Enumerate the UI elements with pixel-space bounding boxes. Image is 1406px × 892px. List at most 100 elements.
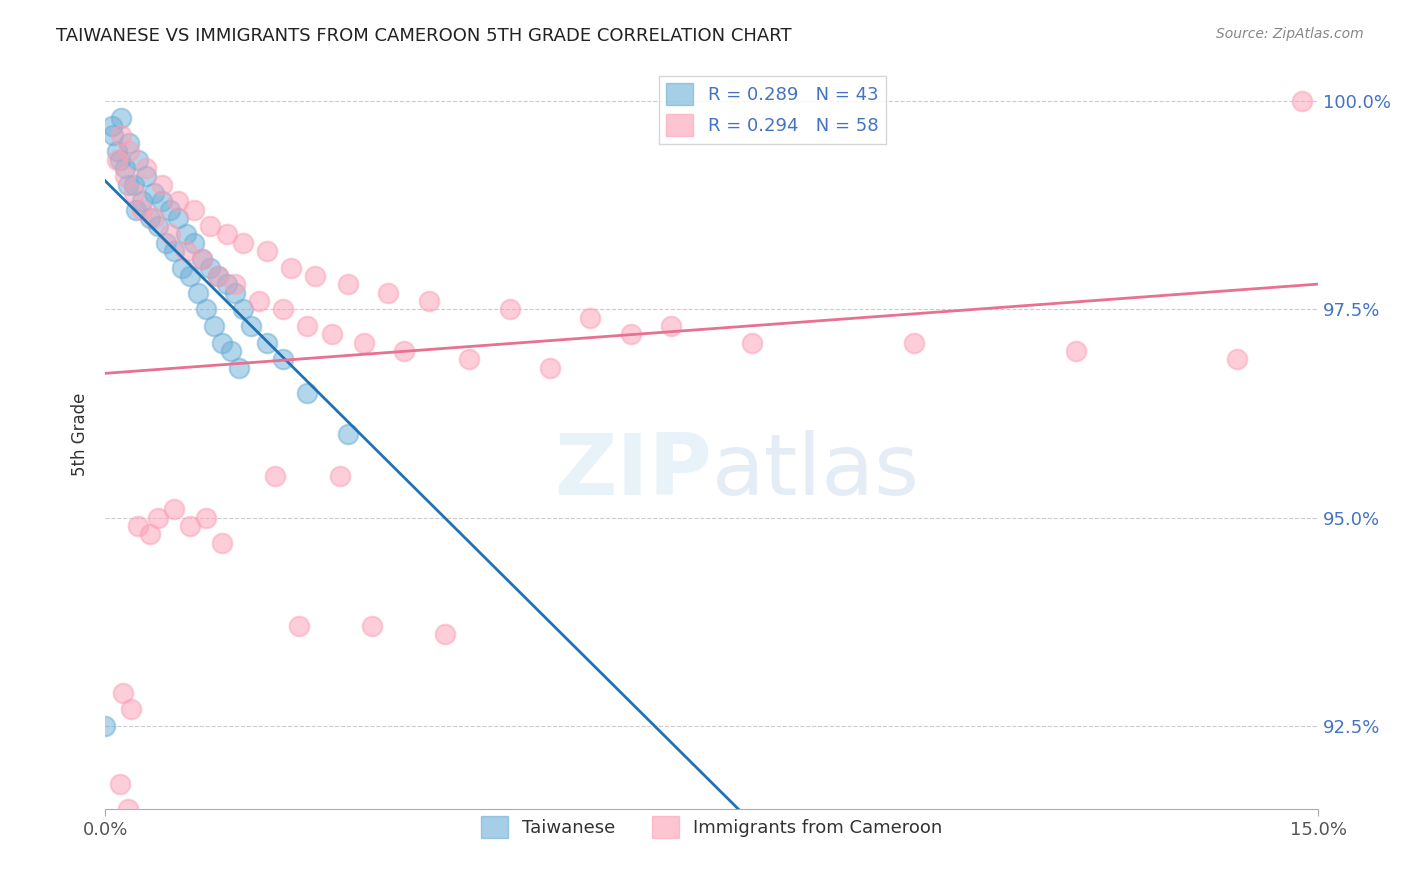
Point xyxy=(125,202,148,217)
Point xyxy=(127,519,149,533)
Point xyxy=(138,527,160,541)
Point xyxy=(200,260,222,275)
Point xyxy=(150,194,173,209)
Point xyxy=(215,227,238,242)
Point xyxy=(288,619,311,633)
Text: atlas: atlas xyxy=(711,430,920,513)
Point xyxy=(304,269,326,284)
Point xyxy=(179,269,201,284)
Point xyxy=(211,335,233,350)
Point xyxy=(271,352,294,367)
Point xyxy=(118,145,141,159)
Point xyxy=(174,227,197,242)
Point xyxy=(207,269,229,284)
Point xyxy=(1291,94,1313,108)
Point xyxy=(256,244,278,259)
Point xyxy=(353,335,375,350)
Point xyxy=(105,145,128,159)
Point xyxy=(256,335,278,350)
Point xyxy=(329,469,352,483)
Point xyxy=(620,327,643,342)
Point xyxy=(108,777,131,791)
Point xyxy=(200,219,222,234)
Point xyxy=(418,294,440,309)
Point xyxy=(183,202,205,217)
Point xyxy=(219,344,242,359)
Point xyxy=(336,427,359,442)
Point xyxy=(215,277,238,292)
Point xyxy=(163,502,186,516)
Point xyxy=(191,252,214,267)
Point xyxy=(122,178,145,192)
Point xyxy=(224,277,246,292)
Point xyxy=(159,227,181,242)
Point xyxy=(155,235,177,250)
Point xyxy=(195,510,218,524)
Point xyxy=(142,186,165,200)
Point xyxy=(110,111,132,125)
Point xyxy=(394,344,416,359)
Point xyxy=(167,194,190,209)
Point xyxy=(111,685,134,699)
Point xyxy=(118,136,141,150)
Point xyxy=(538,360,561,375)
Point xyxy=(146,510,169,524)
Point xyxy=(159,202,181,217)
Point xyxy=(163,244,186,259)
Point xyxy=(271,302,294,317)
Point xyxy=(264,469,287,483)
Point xyxy=(103,128,125,142)
Point xyxy=(579,310,602,325)
Point xyxy=(174,244,197,259)
Point xyxy=(167,211,190,225)
Point xyxy=(280,260,302,275)
Point xyxy=(120,702,142,716)
Point xyxy=(336,277,359,292)
Point xyxy=(114,161,136,175)
Point xyxy=(117,178,139,192)
Point xyxy=(117,802,139,816)
Point xyxy=(1064,344,1087,359)
Point xyxy=(114,169,136,184)
Point xyxy=(211,535,233,549)
Point xyxy=(105,153,128,167)
Text: TAIWANESE VS IMMIGRANTS FROM CAMEROON 5TH GRADE CORRELATION CHART: TAIWANESE VS IMMIGRANTS FROM CAMEROON 5T… xyxy=(56,27,792,45)
Point xyxy=(321,327,343,342)
Point xyxy=(239,319,262,334)
Point xyxy=(131,202,153,217)
Point xyxy=(195,302,218,317)
Point xyxy=(458,352,481,367)
Point xyxy=(232,235,254,250)
Point xyxy=(903,335,925,350)
Point xyxy=(170,260,193,275)
Point xyxy=(297,319,319,334)
Point xyxy=(741,335,763,350)
Point xyxy=(100,120,122,134)
Point xyxy=(146,219,169,234)
Text: Source: ZipAtlas.com: Source: ZipAtlas.com xyxy=(1216,27,1364,41)
Point xyxy=(224,285,246,300)
Point xyxy=(187,285,209,300)
Point xyxy=(659,319,682,334)
Point xyxy=(297,385,319,400)
Y-axis label: 5th Grade: 5th Grade xyxy=(72,392,89,476)
Point xyxy=(135,161,157,175)
Point xyxy=(1226,352,1249,367)
Point xyxy=(361,619,384,633)
Point xyxy=(433,627,456,641)
Point xyxy=(150,178,173,192)
Legend: Taiwanese, Immigrants from Cameroon: Taiwanese, Immigrants from Cameroon xyxy=(474,809,949,845)
Point xyxy=(108,153,131,167)
Point xyxy=(202,319,225,334)
Point xyxy=(498,302,520,317)
Point xyxy=(142,211,165,225)
Point xyxy=(228,360,250,375)
Point xyxy=(94,719,117,733)
Point xyxy=(131,194,153,209)
Point xyxy=(127,153,149,167)
Point xyxy=(183,235,205,250)
Point xyxy=(207,269,229,284)
Point xyxy=(138,211,160,225)
Point xyxy=(191,252,214,267)
Text: ZIP: ZIP xyxy=(554,430,711,513)
